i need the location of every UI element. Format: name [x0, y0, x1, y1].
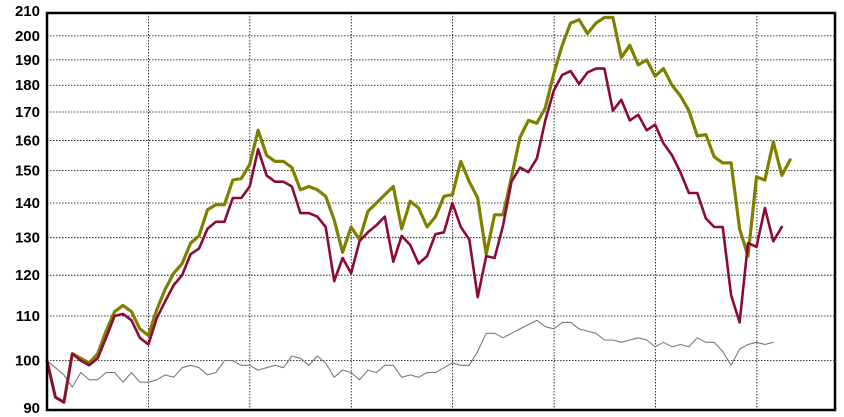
series-line-olive [45, 15, 792, 404]
series-lines [45, 15, 792, 404]
y-tick-label: 130 [15, 230, 40, 247]
y-tick-label: 210 [15, 3, 40, 20]
y-tick-label: 190 [15, 52, 40, 69]
y-tick-label: 170 [15, 104, 40, 121]
series-line-gray [46, 319, 774, 388]
y-tick-label: 200 [15, 28, 40, 45]
y-tick-label: 110 [16, 308, 40, 325]
y-tick-label: 160 [15, 132, 40, 149]
series-line-crimson [45, 67, 784, 404]
y-axis-tick-labels: 90 100 110 120 130 140 150 160 170 180 190 200 210 [15, 3, 40, 417]
grid [47, 13, 835, 410]
y-tick-label: 150 [15, 163, 40, 180]
y-tick-label: 180 [15, 77, 40, 94]
y-tick-label: 120 [15, 267, 40, 284]
y-tick-label: 140 [15, 195, 40, 212]
y-tick-label: 100 [15, 353, 40, 370]
y-tick-label: 90 [23, 400, 40, 417]
plot-area-frame [45, 11, 837, 412]
